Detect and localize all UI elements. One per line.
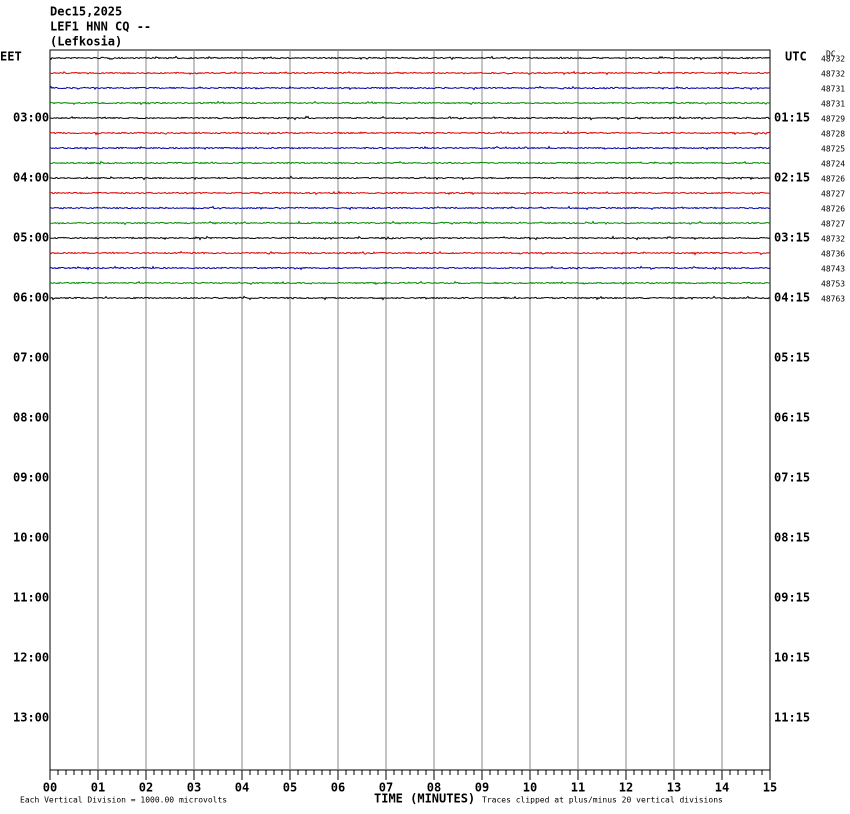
dc-value: 48731 [821, 100, 845, 109]
trace [49, 250, 771, 256]
left-time: 07:00 [13, 351, 49, 365]
x-tick-label: 13 [667, 781, 681, 795]
x-tick-label: 10 [523, 781, 537, 795]
dc-value: 48728 [821, 130, 845, 139]
left-time: 10:00 [13, 531, 49, 545]
x-tick-label: 03 [187, 781, 201, 795]
trace [49, 160, 771, 165]
right-time: 06:15 [774, 411, 810, 425]
right-time: 03:15 [774, 231, 810, 245]
right-time: 01:15 [774, 111, 810, 125]
plot-frame [49, 49, 771, 771]
right-time: 04:15 [774, 291, 810, 305]
place: (Lefkosia) [50, 35, 122, 49]
left-zone: EET [0, 50, 22, 64]
dc-value: 48743 [821, 265, 845, 274]
dc-value: 48727 [821, 190, 845, 199]
dc-value: 48732 [821, 235, 845, 244]
x-tick-label: 12 [619, 781, 633, 795]
right-time: 09:15 [774, 591, 810, 605]
dc-value: 48731 [821, 85, 845, 94]
x-tick-label: 02 [139, 781, 153, 795]
x-tick-label: 09 [475, 781, 489, 795]
left-time: 11:00 [13, 591, 49, 605]
trace [49, 130, 771, 136]
trace [49, 190, 771, 196]
x-tick-label: 08 [427, 781, 441, 795]
left-time: 08:00 [13, 411, 49, 425]
right-time: 11:15 [774, 711, 810, 725]
dc-value: 48724 [821, 160, 845, 169]
right-time: 07:15 [774, 471, 810, 485]
x-tick-label: 15 [763, 781, 777, 795]
dc-value: 48726 [821, 175, 845, 184]
right-time: 08:15 [774, 531, 810, 545]
trace [49, 70, 771, 76]
left-time: 13:00 [13, 711, 49, 725]
right-time: 10:15 [774, 651, 810, 665]
x-tick-label: 01 [91, 781, 105, 795]
dc-value: 48727 [821, 220, 845, 229]
trace [49, 85, 770, 91]
right-time: 02:15 [774, 171, 810, 185]
trace [49, 295, 771, 301]
x-tick-label: 06 [331, 781, 345, 795]
trace [49, 220, 771, 226]
scale-note: Each Vertical Division = 1000.00 microvo… [20, 796, 227, 805]
trace [49, 175, 771, 181]
dc-value: 48732 [821, 55, 845, 64]
clip-note: Traces clipped at plus/minus 20 vertical… [482, 796, 723, 805]
trace [50, 145, 770, 151]
trace [49, 280, 771, 286]
x-tick-label: 07 [379, 781, 393, 795]
right-zone: UTC [785, 50, 807, 64]
trace [49, 115, 771, 121]
trace [49, 55, 771, 61]
x-tick-label: 00 [43, 781, 57, 795]
dc-value: 48726 [821, 205, 845, 214]
dc-value: 48732 [821, 70, 845, 79]
left-time: 09:00 [13, 471, 49, 485]
left-time: 04:00 [13, 171, 49, 185]
x-tick-label: 14 [715, 781, 729, 795]
left-time: 03:00 [13, 111, 49, 125]
x-tick-label: 04 [235, 781, 249, 795]
trace [49, 205, 770, 211]
x-tick-label: 11 [571, 781, 585, 795]
left-time: 12:00 [13, 651, 49, 665]
left-time: 05:00 [13, 231, 49, 245]
station: LEF1 HNN CQ -- [50, 20, 151, 34]
dc-value: 48753 [821, 280, 845, 289]
x-axis-title: TIME (MINUTES) [374, 792, 475, 806]
trace [49, 100, 771, 106]
trace [49, 235, 771, 241]
trace [49, 265, 771, 271]
right-time: 05:15 [774, 351, 810, 365]
dc-label: DC [826, 50, 836, 59]
x-tick-label: 05 [283, 781, 297, 795]
dc-value: 48729 [821, 115, 845, 124]
dc-value: 48736 [821, 250, 845, 259]
dc-value: 48763 [821, 295, 845, 304]
left-time: 06:00 [13, 291, 49, 305]
date: Dec15,2025 [50, 5, 122, 19]
dc-value: 48725 [821, 145, 845, 154]
